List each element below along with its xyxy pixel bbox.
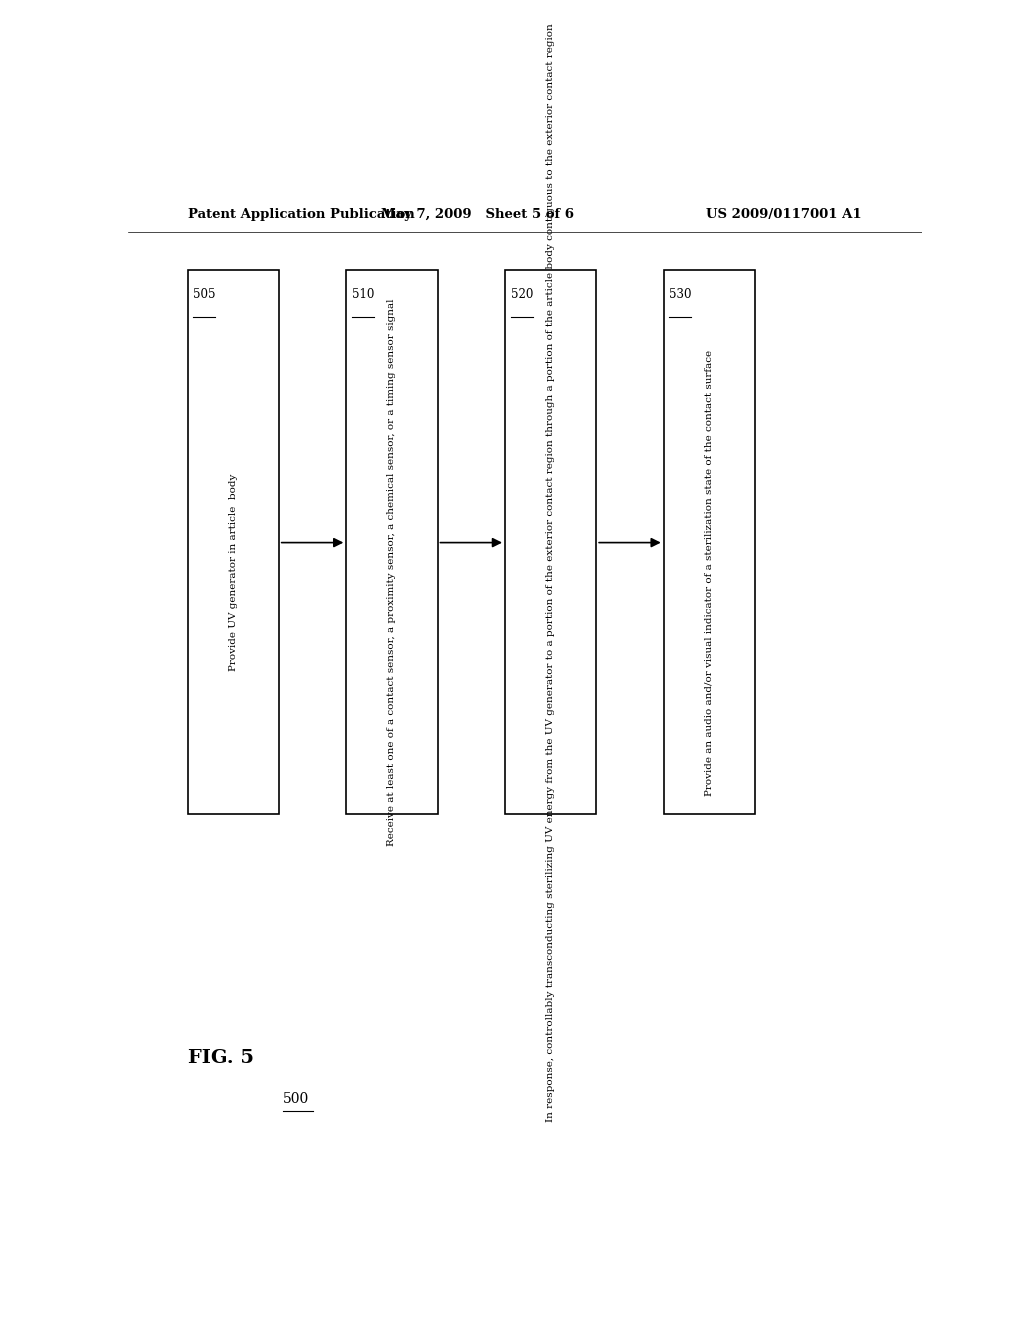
Bar — [346, 271, 437, 814]
Text: Receive at least one of a contact sensor, a proximity sensor, a chemical sensor,: Receive at least one of a contact sensor… — [387, 298, 396, 846]
Text: May 7, 2009   Sheet 5 of 6: May 7, 2009 Sheet 5 of 6 — [381, 207, 573, 220]
Text: Patent Application Publication: Patent Application Publication — [187, 207, 415, 220]
Text: US 2009/0117001 A1: US 2009/0117001 A1 — [707, 207, 862, 220]
Text: Provide UV generator in article  body: Provide UV generator in article body — [228, 474, 238, 672]
Text: 520: 520 — [511, 289, 532, 301]
Bar — [664, 271, 755, 814]
Text: FIG. 5: FIG. 5 — [187, 1049, 254, 1067]
Text: Provide an audio and/or visual indicator of a sterilization state of the contact: Provide an audio and/or visual indicator… — [705, 350, 714, 796]
Text: 510: 510 — [352, 289, 374, 301]
Text: 500: 500 — [283, 1092, 309, 1106]
Text: 505: 505 — [194, 289, 216, 301]
Text: In response, controllably transconducting sterilizing UV energy from the UV gene: In response, controllably transconductin… — [546, 24, 555, 1122]
Text: 530: 530 — [670, 289, 692, 301]
Bar — [505, 271, 596, 814]
Bar — [187, 271, 279, 814]
